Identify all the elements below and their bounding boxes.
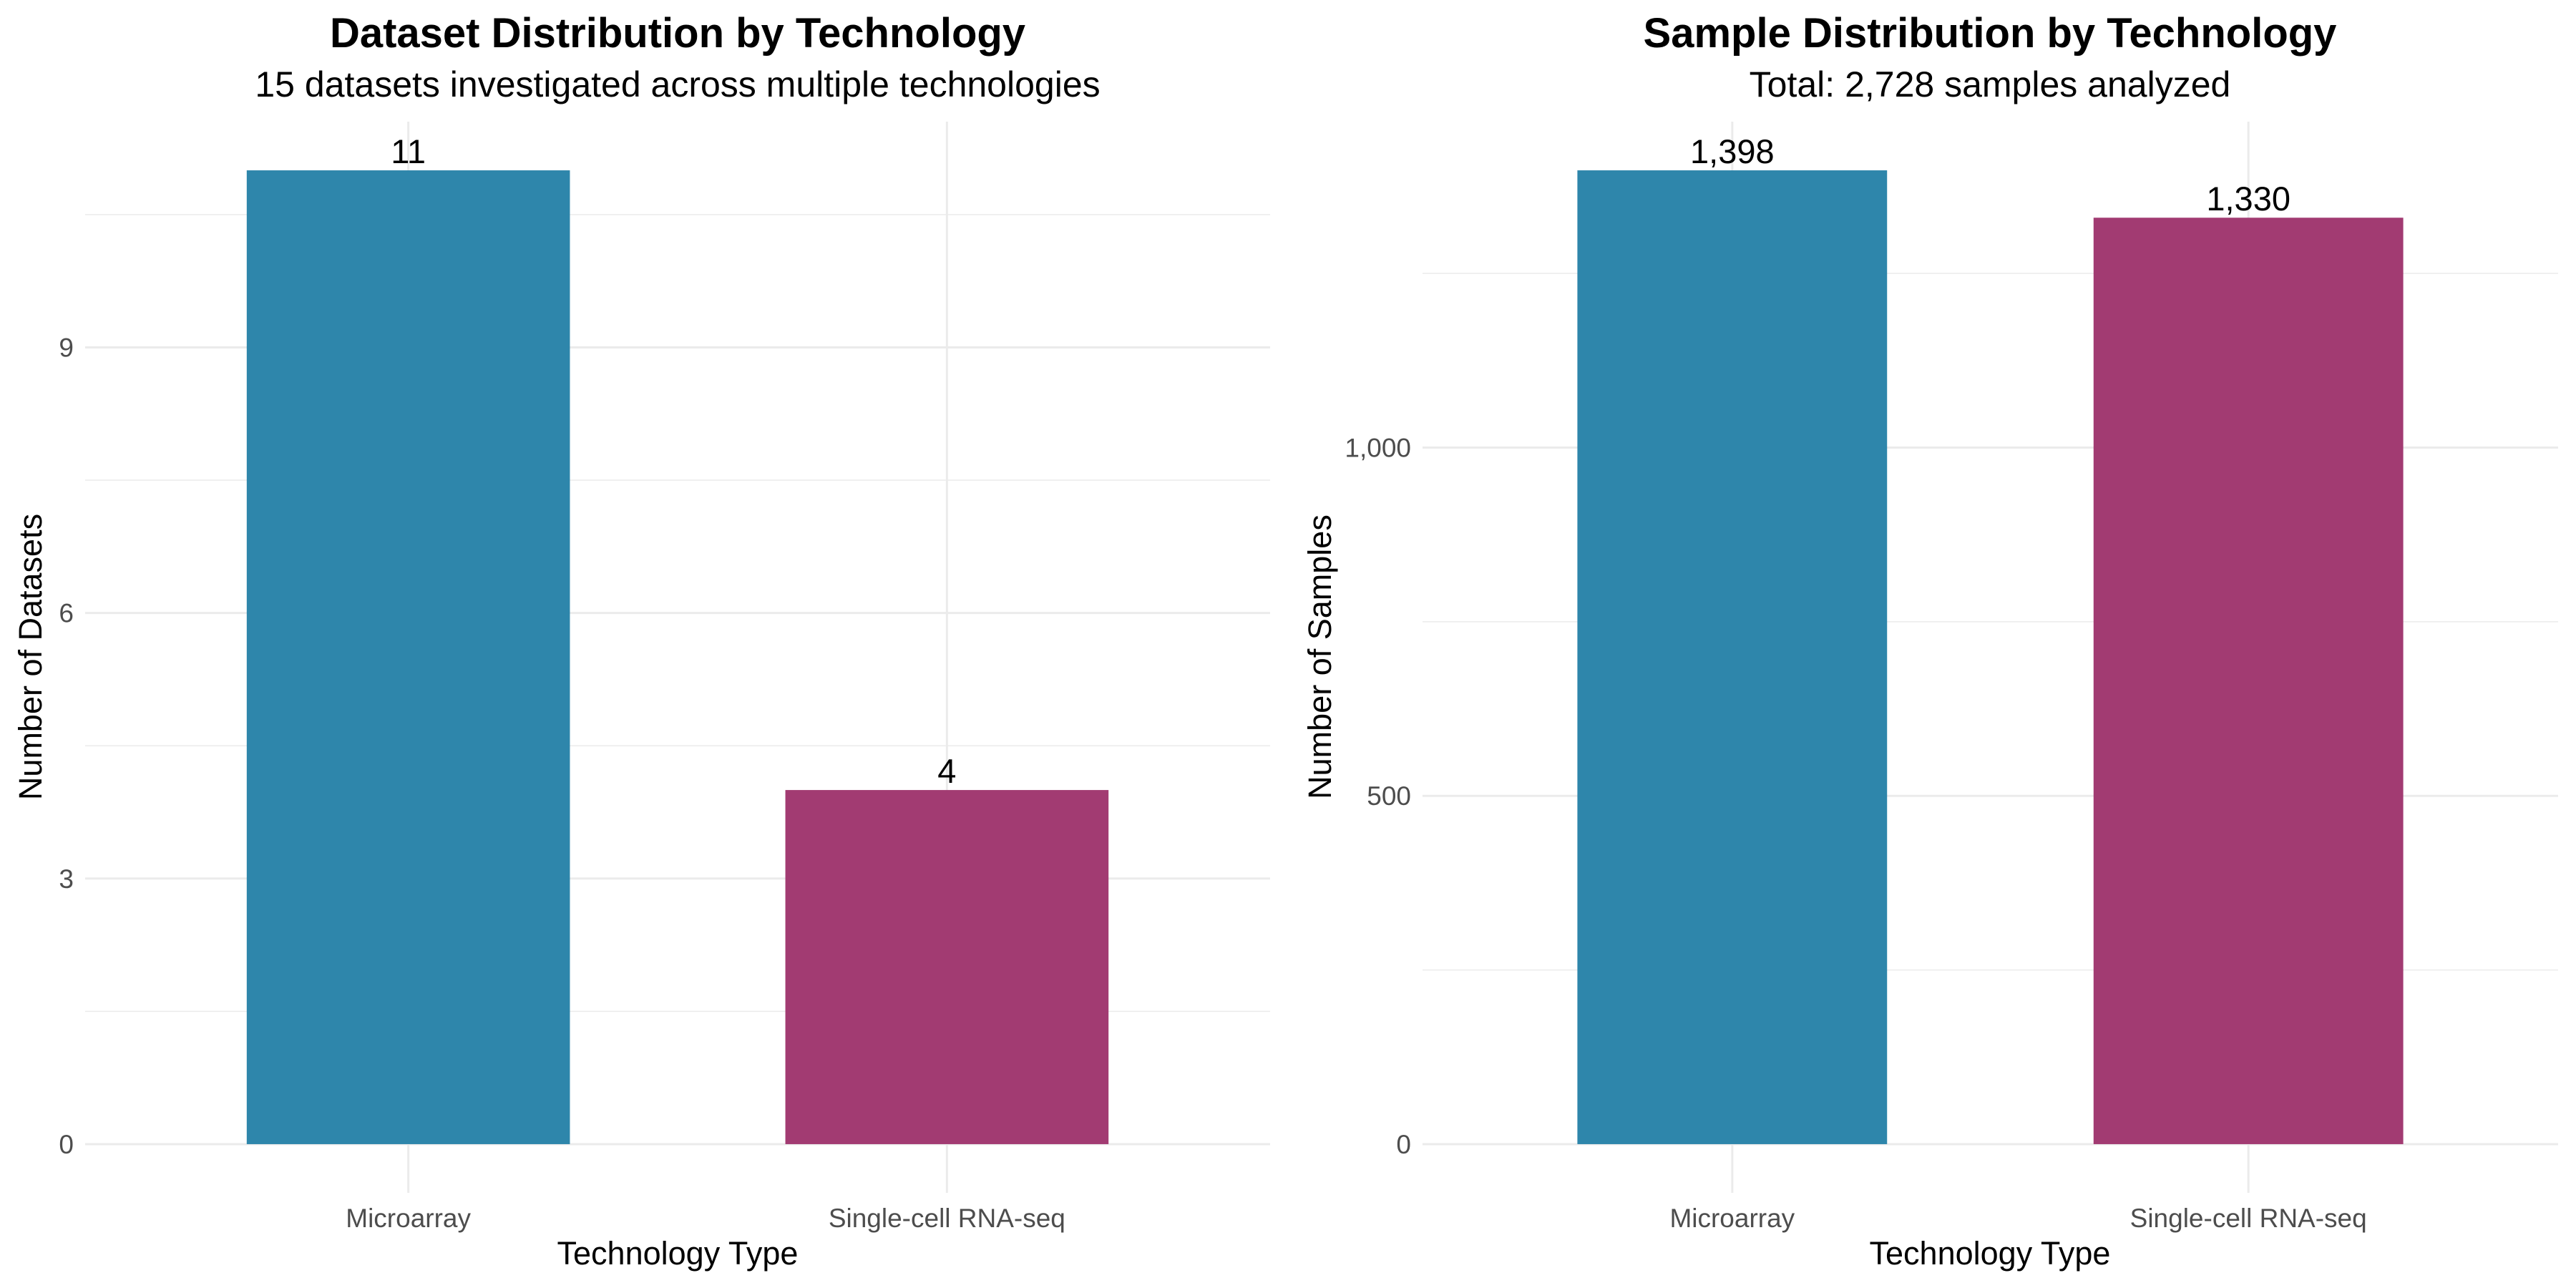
y-axis-title: Number of Datasets xyxy=(12,514,49,800)
x-tick-label: Microarray xyxy=(1669,1204,1795,1233)
bar-single-cell-rna-seq xyxy=(785,790,1109,1144)
x-tick-label: Single-cell RNA-seq xyxy=(829,1204,1065,1233)
x-axis-title: Technology Type xyxy=(1870,1235,2111,1272)
chart-title: Dataset Distribution by Technology xyxy=(330,10,1025,57)
y-tick-label: 6 xyxy=(59,599,74,628)
value-label: 11 xyxy=(391,132,426,170)
bar-microarray xyxy=(246,170,570,1144)
dataset-chart-marks: 0 3 6 9 11 Microarray 4 Single-cell RNA-seq xyxy=(59,122,1270,1233)
value-label: 1,398 xyxy=(1690,132,1775,170)
dataset-distribution-chart: 0 3 6 9 11 Microarray 4 Single-cell RNA-seq Dat… xyxy=(12,10,1270,1272)
sample-distribution-chart: 0 500 1,000 1,398 Microarray 1,330 Single-cell… xyxy=(1302,10,2558,1272)
y-tick-label: 1,000 xyxy=(1345,433,1411,462)
y-tick-label: 0 xyxy=(1396,1130,1411,1159)
value-label: 1,330 xyxy=(2206,180,2290,218)
sample-chart-marks: 0 500 1,000 1,398 Microarray 1,330 Single-cell… xyxy=(1345,122,2558,1233)
y-tick-label: 3 xyxy=(59,864,74,894)
bar-single-cell-rna-seq xyxy=(2093,218,2404,1144)
x-axis-title: Technology Type xyxy=(557,1235,799,1272)
chart-subtitle: 15 datasets investigated across multiple… xyxy=(255,64,1100,104)
x-tick-label: Microarray xyxy=(346,1204,471,1233)
y-axis-title: Number of Samples xyxy=(1302,514,1338,799)
y-tick-label: 0 xyxy=(59,1130,74,1159)
y-tick-label: 500 xyxy=(1367,781,1411,811)
chart-title: Sample Distribution by Technology xyxy=(1644,10,2337,57)
x-tick-label: Single-cell RNA-seq xyxy=(2130,1204,2367,1233)
y-tick-label: 9 xyxy=(59,333,74,362)
chart-subtitle: Total: 2,728 samples analyzed xyxy=(1750,64,2231,104)
bar-microarray xyxy=(1577,170,1888,1144)
value-label: 4 xyxy=(937,752,956,790)
